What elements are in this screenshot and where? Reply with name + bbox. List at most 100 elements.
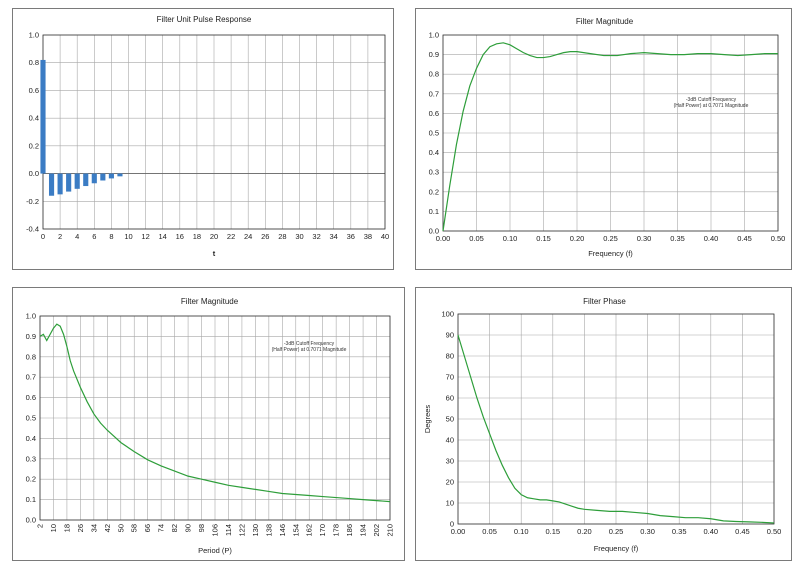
x-tick-label: 34 <box>89 524 98 532</box>
y-tick-label: 0.4 <box>29 114 39 123</box>
x-tick-label: 170 <box>318 524 327 537</box>
x-tick-label: 0.15 <box>545 527 560 536</box>
y-tick-label: 70 <box>446 373 454 382</box>
x-tick-label: 0.50 <box>767 527 782 536</box>
x-tick-label: 6 <box>92 232 96 241</box>
x-tick-label: 0.40 <box>704 234 719 243</box>
x-tick-label: 12 <box>141 232 149 241</box>
cutoff-annotation: -3dB Cutoff Frequency <box>284 341 335 347</box>
x-tick-label: 154 <box>291 524 300 537</box>
y-tick-label: 0.7 <box>429 89 439 98</box>
pulse-response-chart: Filter Unit Pulse Response 1.0 0.8 0.6 0.4 0.… <box>26 15 389 258</box>
y-tick-label: 0.2 <box>429 187 439 196</box>
y-tick-label: 1.0 <box>29 31 39 40</box>
bar <box>117 173 123 177</box>
bar <box>48 173 55 196</box>
x-tick-label: 138 <box>264 524 273 537</box>
bar <box>40 59 46 174</box>
bar <box>57 173 63 195</box>
cutoff-annotation: (Half Power) at 0.7071 Magnitude <box>674 103 749 109</box>
x-tick-label: 26 <box>76 524 85 532</box>
y-tick-label: 0.5 <box>429 129 439 138</box>
x-tick-label: 186 <box>345 524 354 537</box>
y-tick-label: 0.0 <box>26 516 36 525</box>
y-tick-label: 0.2 <box>29 141 39 150</box>
series-line <box>442 42 778 232</box>
x-tick-label: 36 <box>347 232 355 241</box>
x-tick-label: 16 <box>176 232 184 241</box>
x-tick-label: 34 <box>330 232 338 241</box>
y-tick-label: 50 <box>446 415 454 424</box>
y-tick-label: 0.6 <box>429 109 439 118</box>
bar <box>108 173 114 179</box>
y-tick-label: 1.0 <box>429 31 439 40</box>
x-tick-label: 8 <box>109 232 113 241</box>
magnitude-frequency-chart: Filter Magnitude 1.0 0.9 0.8 0.7 0.6 0.5 0.4 0.3… <box>429 17 786 258</box>
x-tick-label: 4 <box>75 232 79 241</box>
pulse-response-panel: Filter Unit Pulse Response 1.0 0.8 0.6 0.4 0.… <box>12 8 394 270</box>
x-tick-label: 58 <box>130 524 139 532</box>
y-tick-label: 0.5 <box>26 414 36 423</box>
x-tick-label: 202 <box>372 524 381 537</box>
y-tick-label: 0.3 <box>26 454 36 463</box>
x-tick-label: 20 <box>210 232 218 241</box>
x-tick-label: 32 <box>312 232 320 241</box>
y-tick-label: 10 <box>446 499 454 508</box>
x-axis-label: Period (P) <box>198 546 232 555</box>
chart-title: Filter Magnitude <box>181 297 239 306</box>
x-tick-label: 74 <box>157 524 166 532</box>
chart-title: Filter Unit Pulse Response <box>157 15 252 24</box>
x-tick-label: 90 <box>184 524 193 532</box>
x-tick-label: 0.15 <box>536 234 551 243</box>
plot-frame <box>442 34 779 232</box>
y-tick-label: 0.4 <box>429 148 439 157</box>
x-tick-label: 0.35 <box>672 527 687 536</box>
x-tick-label: 0.35 <box>670 234 685 243</box>
x-axis-label: Frequency (f) <box>588 249 633 258</box>
x-tick-label: 114 <box>224 524 233 536</box>
bar <box>66 173 72 192</box>
cutoff-annotation: (Half Power) at 0.7071 Magnitude <box>272 347 347 353</box>
x-tick-label: 30 <box>295 232 303 241</box>
cutoff-annotation: -3dB Cutoff Frequency <box>686 97 737 103</box>
plot-frame <box>39 315 391 521</box>
y-tick-label: -0.2 <box>26 197 39 206</box>
x-tick-label: 50 <box>116 524 125 532</box>
x-tick-label: 2 <box>58 232 62 241</box>
y-tick-label: 20 <box>446 478 454 487</box>
x-tick-label: 0.00 <box>451 527 466 536</box>
bar <box>100 173 106 181</box>
y-axis-label: Degrees <box>423 405 432 434</box>
x-tick-label: 0.30 <box>640 527 655 536</box>
x-tick-label: 18 <box>62 524 71 532</box>
x-tick-label: 162 <box>305 524 314 537</box>
chart-title: Filter Magnitude <box>576 17 634 26</box>
x-tick-label: 40 <box>381 232 389 241</box>
y-tick-label: -0.4 <box>26 225 39 234</box>
magnitude-period-panel: Filter Magnitude 1.0 0.9 0.8 0.7 0.6 0.5 0.4 0.3… <box>12 287 405 561</box>
x-tick-label: 146 <box>278 524 287 537</box>
y-tick-label: 80 <box>446 352 454 361</box>
y-tick-label: 0.3 <box>429 168 439 177</box>
x-tick-label: 178 <box>332 524 341 537</box>
bar <box>83 173 89 187</box>
y-tick-label: 0.8 <box>29 58 39 67</box>
y-tick-label: 0.9 <box>429 50 439 59</box>
y-tick-label: 0.0 <box>29 169 39 178</box>
x-tick-label: 28 <box>278 232 286 241</box>
chart-title: Filter Phase <box>583 297 626 306</box>
bar <box>91 173 97 184</box>
x-axis-label: t <box>213 249 216 258</box>
x-tick-label: 22 <box>227 232 235 241</box>
x-tick-label: 0.30 <box>637 234 652 243</box>
x-tick-label: 0.50 <box>771 234 786 243</box>
y-tick-label: 0.0 <box>429 227 439 236</box>
x-tick-label: 0 <box>41 232 45 241</box>
x-tick-label: 0.20 <box>570 234 585 243</box>
x-axis-label: Frequency (f) <box>594 544 639 553</box>
y-tick-label: 0.7 <box>26 373 36 382</box>
x-tick-label: 2 <box>36 524 45 528</box>
x-tick-label: 24 <box>244 232 252 241</box>
x-tick-label: 0.20 <box>577 527 592 536</box>
